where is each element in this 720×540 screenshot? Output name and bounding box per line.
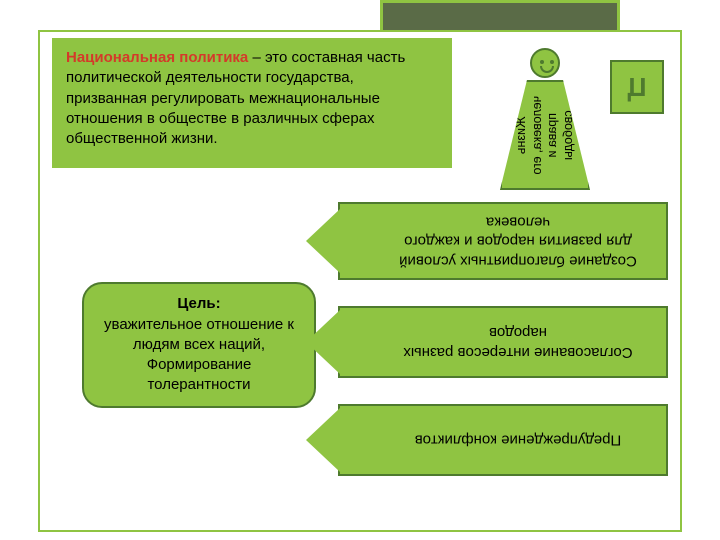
figure-body-text: Жизнь человека, его права и свободы: [514, 92, 577, 178]
goal-body: уважительное отношение к людям всех наци…: [104, 316, 294, 394]
goal-content: Цель: уважительное отношение к людям все…: [94, 294, 304, 395]
eye-icon: [550, 60, 554, 64]
person-figure: Жизнь человека, его права и свободы: [490, 48, 600, 198]
goal-title: Цель:: [177, 295, 220, 312]
goal-box: Цель: уважительное отношение к людям все…: [82, 282, 316, 408]
letter-box: Ц: [610, 60, 664, 114]
arrow-box-2: Согласование интересов разных народов: [338, 306, 668, 378]
definition-box: Национальная политика – это составная ча…: [52, 38, 452, 168]
figure-head-icon: [530, 48, 560, 78]
arrow-text-3: Предупреждение конфликтов: [388, 430, 648, 450]
arrow-box-1: Создание благоприятных условий для разви…: [338, 202, 668, 280]
arrow-box-3: Предупреждение конфликтов: [338, 404, 668, 476]
arrow-text-1: Создание благоприятных условий для разви…: [388, 212, 648, 271]
eye-icon: [540, 60, 544, 64]
definition-highlight: Национальная политика: [66, 49, 248, 66]
figure-body: Жизнь человека, его права и свободы: [500, 80, 590, 190]
letter-box-text: Ц: [628, 72, 647, 103]
arrow-text-2: Согласование интересов разных народов: [388, 323, 648, 362]
mouth-icon: [540, 66, 554, 73]
